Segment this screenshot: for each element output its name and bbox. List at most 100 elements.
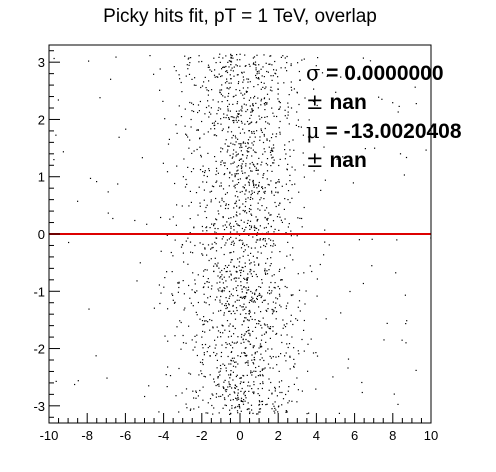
scatter-point xyxy=(264,367,266,369)
plus-minus-symbol: ± xyxy=(306,148,324,172)
scatter-point xyxy=(226,151,228,153)
scatter-point xyxy=(192,103,194,106)
scatter-point xyxy=(262,381,264,383)
scatter-point xyxy=(281,221,283,223)
scatter-point xyxy=(235,361,237,363)
scatter-point xyxy=(259,411,261,413)
scatter-point xyxy=(263,333,266,335)
scatter-point xyxy=(304,303,306,305)
scatter-point xyxy=(196,148,198,151)
scatter-point xyxy=(233,244,235,246)
scatter-point xyxy=(212,99,214,101)
scatter-point xyxy=(208,304,210,306)
scatter-point xyxy=(298,300,301,302)
scatter-point xyxy=(189,62,191,64)
scatter-point xyxy=(286,255,288,257)
scatter-point xyxy=(292,247,294,249)
scatter-point xyxy=(237,392,239,394)
scatter-point xyxy=(284,326,287,328)
scatter-point xyxy=(264,299,266,301)
scatter-point xyxy=(53,159,55,161)
scatter-point xyxy=(269,55,271,57)
scatter-point xyxy=(243,391,245,393)
scatter-point xyxy=(201,373,203,375)
scatter-point xyxy=(238,126,240,128)
scatter-point xyxy=(286,411,288,413)
scatter-point xyxy=(274,201,276,204)
scatter-point xyxy=(239,355,242,358)
scatter-point xyxy=(210,128,212,130)
scatter-point xyxy=(274,287,276,289)
scatter-point xyxy=(225,271,227,273)
scatter-point xyxy=(168,138,170,140)
scatter-point xyxy=(267,308,269,310)
scatter-point xyxy=(286,169,288,171)
scatter-point xyxy=(285,305,288,307)
scatter-point xyxy=(281,404,283,406)
scatter-point xyxy=(189,139,191,141)
scatter-point xyxy=(252,103,254,105)
scatter-point xyxy=(226,343,228,345)
scatter-point xyxy=(230,313,232,315)
scatter-point xyxy=(275,311,278,313)
scatter-point xyxy=(261,369,263,371)
scatter-point xyxy=(236,309,238,312)
scatter-point xyxy=(240,399,242,401)
scatter-point xyxy=(256,71,259,73)
scatter-point xyxy=(228,276,230,278)
scatter-point xyxy=(252,163,254,165)
scatter-point xyxy=(244,390,246,392)
scatter-point xyxy=(219,364,222,367)
scatter-point xyxy=(248,234,250,236)
scatter-point xyxy=(258,185,260,187)
scatter-point xyxy=(185,75,187,77)
scatter-point xyxy=(212,394,214,396)
scatter-point xyxy=(352,182,354,184)
scatter-point xyxy=(280,67,282,69)
scatter-point xyxy=(241,154,244,156)
scatter-point xyxy=(193,408,195,410)
scatter-point xyxy=(219,374,221,376)
scatter-point xyxy=(219,331,221,334)
scatter-point xyxy=(289,368,291,370)
scatter-point xyxy=(201,60,203,63)
scatter-point xyxy=(233,278,235,280)
scatter-point xyxy=(243,393,245,395)
scatter-point xyxy=(279,120,281,123)
scatter-point xyxy=(198,186,200,188)
scatter-point xyxy=(235,137,237,139)
scatter-point xyxy=(203,189,205,191)
scatter-point xyxy=(301,338,303,341)
scatter-point xyxy=(251,388,253,390)
scatter-point xyxy=(398,105,400,107)
scatter-point xyxy=(234,387,236,389)
scatter-point xyxy=(264,109,266,111)
scatter-point xyxy=(199,389,201,392)
scatter-point xyxy=(297,350,299,352)
scatter-point xyxy=(247,326,249,328)
scatter-point xyxy=(251,371,253,373)
scatter-point xyxy=(284,218,286,220)
scatter-point xyxy=(223,312,225,314)
scatter-point xyxy=(201,336,203,338)
scatter-point xyxy=(255,64,257,66)
scatter-point xyxy=(210,190,213,192)
scatter-point xyxy=(237,82,239,85)
scatter-point xyxy=(396,239,398,241)
scatter-point xyxy=(303,206,305,209)
scatter-point xyxy=(186,183,188,185)
scatter-point xyxy=(172,255,174,257)
scatter-point xyxy=(266,70,268,73)
scatter-point xyxy=(240,143,242,145)
scatter-point xyxy=(338,412,340,414)
scatter-point xyxy=(218,267,220,269)
scatter-point xyxy=(258,184,260,186)
scatter-point xyxy=(224,364,226,366)
scatter-point xyxy=(190,57,192,59)
scatter-point xyxy=(182,176,184,178)
scatter-point xyxy=(281,185,283,187)
scatter-point xyxy=(279,288,281,290)
scatter-point xyxy=(203,270,205,272)
scatter-point xyxy=(207,402,209,404)
scatter-point xyxy=(255,169,257,171)
